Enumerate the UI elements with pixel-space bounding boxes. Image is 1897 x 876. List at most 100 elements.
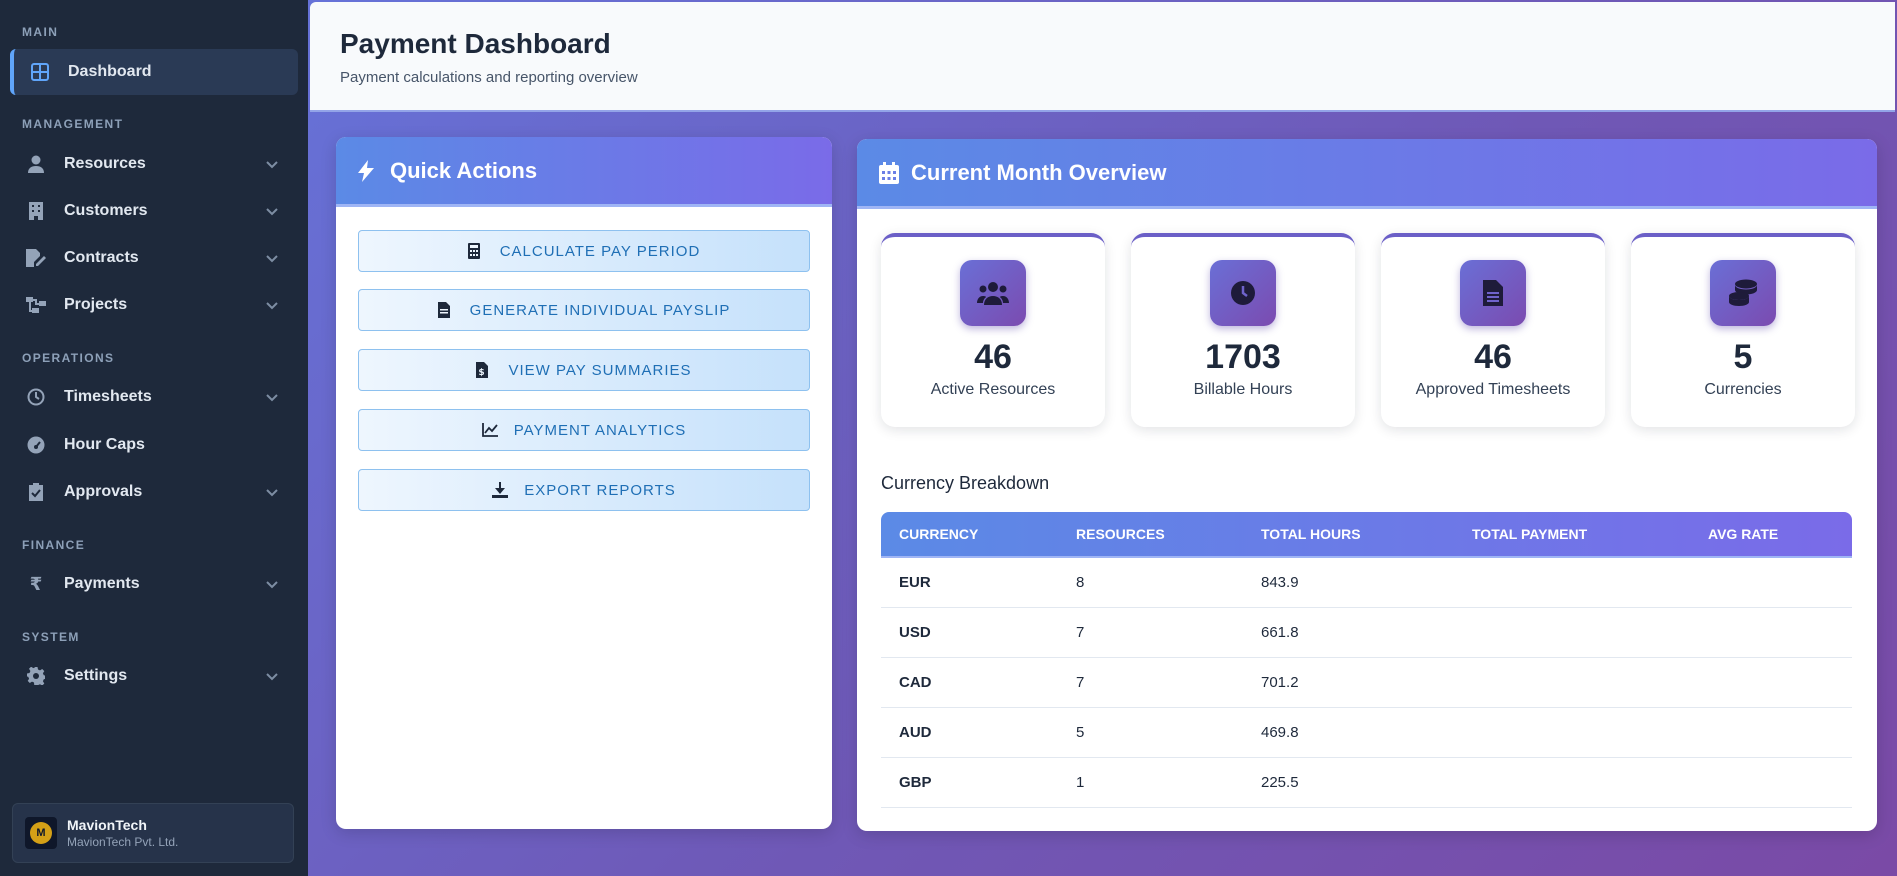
cell-resources: 1 [1076,774,1085,791]
sidebar-item-label: Resources [64,155,146,172]
column-header-total-payment[interactable]: TOTAL PAYMENT [1472,526,1588,542]
sidebar-item-resources[interactable]: Resources [10,141,298,187]
sidebar-item-contracts[interactable]: Contracts [10,235,298,281]
stat-card-billable-hours: 1703 Billable Hours [1131,233,1355,427]
table-row: AUD 5 469.8 [881,708,1852,758]
sidebar-item-label: Dashboard [68,63,152,80]
section-title-main: MAIN [22,25,59,39]
project-diagram-icon [26,295,46,315]
page-title: Payment Dashboard [340,28,611,59]
cell-currency: EUR [899,574,931,591]
sidebar-item-payments[interactable]: ₹ Payments [10,561,298,607]
section-title-management: MANAGEMENT [22,117,124,131]
clock-icon [1210,260,1276,326]
brand-logo: M [25,817,57,849]
sidebar-item-projects[interactable]: Projects [10,282,298,328]
sidebar-item-dashboard[interactable]: Dashboard [10,49,298,95]
cell-currency: CAD [899,674,932,691]
cell-total-payment [1454,658,1690,707]
cell-avg-rate [1690,658,1852,707]
clipboard-check-icon [26,482,46,502]
button-label: PAYMENT ANALYTICS [513,421,687,439]
table-row: CAD 7 701.2 [881,658,1852,708]
overview-header: Current Month Overview [857,139,1877,209]
sidebar-item-label: Approvals [64,483,143,500]
button-label: CALCULATE PAY PERIOD [499,242,701,260]
stat-value: 5 [1733,338,1753,376]
column-header-avg-rate[interactable]: AVG RATE [1708,526,1779,542]
sidebar-item-timesheets[interactable]: Timesheets [10,374,298,420]
page-subtitle: Payment calculations and reporting overv… [340,69,638,86]
cell-total-hours: 843.9 [1261,574,1299,591]
sidebar-item-label: Customers [64,202,148,219]
table-row: GBP 1 225.5 [881,758,1852,808]
stat-value: 1703 [1205,338,1281,376]
sidebar-item-hour-caps[interactable]: Hour Caps [10,422,298,468]
column-header-total-hours[interactable]: TOTAL HOURS [1261,526,1361,542]
calendar-icon [879,161,901,184]
chevron-down-icon [266,581,278,589]
column-header-resources[interactable]: RESOURCES [1076,526,1165,542]
clock-icon [26,387,46,407]
table-header: CURRENCY RESOURCES TOTAL HOURS TOTAL PAY… [881,512,1852,558]
currency-breakdown-table: CURRENCY RESOURCES TOTAL HOURS TOTAL PAY… [881,512,1852,808]
bolt-icon [358,159,380,182]
gauge-icon [26,435,46,455]
view-pay-summaries-button[interactable]: $ VIEW PAY SUMMARIES [358,349,810,391]
stat-label: Billable Hours [1193,381,1293,398]
brand-subtitle: MavionTech Pvt. Ltd. [67,835,179,849]
sidebar-item-settings[interactable]: Settings [10,653,298,699]
cell-total-payment [1454,758,1690,807]
stat-value: 46 [1474,338,1512,376]
chart-line-icon [481,422,498,438]
payment-analytics-button[interactable]: PAYMENT ANALYTICS [358,409,810,451]
cell-total-payment [1454,558,1690,607]
coins-icon [1710,260,1776,326]
sidebar-item-label: Hour Caps [64,436,145,453]
cell-total-hours: 661.8 [1261,624,1299,641]
sidebar-item-label: Projects [64,296,128,313]
calculator-icon [467,243,484,259]
document-icon [1460,260,1526,326]
sidebar-item-label: Settings [64,667,128,684]
stat-label: Currencies [1704,381,1782,398]
cell-currency: AUD [899,724,932,741]
generate-payslip-button[interactable]: GENERATE INDIVIDUAL PAYSLIP [358,289,810,331]
sidebar-item-label: Timesheets [64,388,152,405]
brand-card[interactable]: M MavionTech MavionTech Pvt. Ltd. [12,803,294,863]
cell-resources: 7 [1076,674,1085,691]
chevron-down-icon [266,302,278,310]
quick-actions-card: Quick Actions CALCULATE PAY PERIOD GENER… [336,137,832,829]
button-label: EXPORT REPORTS [524,481,676,499]
sidebar: MAIN Dashboard MANAGEMENT Resources Cust… [0,0,308,876]
cell-total-payment [1454,708,1690,757]
download-icon [492,482,509,498]
button-label: VIEW PAY SUMMARIES [508,361,692,379]
quick-actions-header: Quick Actions [336,137,832,207]
chevron-down-icon [266,208,278,216]
section-title-finance: FINANCE [22,538,86,552]
stat-card-currencies: 5 Currencies [1631,233,1855,427]
table-row: EUR 8 843.9 [881,558,1852,608]
user-icon [26,154,46,174]
section-title-operations: OPERATIONS [22,351,115,365]
cell-total-hours: 701.2 [1261,674,1299,691]
export-reports-button[interactable]: EXPORT REPORTS [358,469,810,511]
sidebar-item-label: Payments [64,575,140,592]
svg-text:$: $ [479,368,486,378]
users-icon [960,260,1026,326]
chevron-down-icon [266,255,278,263]
overview-title: Current Month Overview [911,159,1167,185]
calculate-pay-period-button[interactable]: CALCULATE PAY PERIOD [358,230,810,272]
building-icon [26,201,46,221]
sidebar-item-approvals[interactable]: Approvals [10,469,298,515]
cell-avg-rate [1690,758,1852,807]
cell-total-hours: 225.5 [1261,774,1299,791]
sidebar-item-customers[interactable]: Customers [10,188,298,234]
column-header-currency[interactable]: CURRENCY [899,526,979,542]
sidebar-item-label: Contracts [64,249,139,266]
cell-currency: GBP [899,774,932,791]
chevron-down-icon [266,489,278,497]
cell-total-hours: 469.8 [1261,724,1299,741]
chevron-down-icon [266,161,278,169]
